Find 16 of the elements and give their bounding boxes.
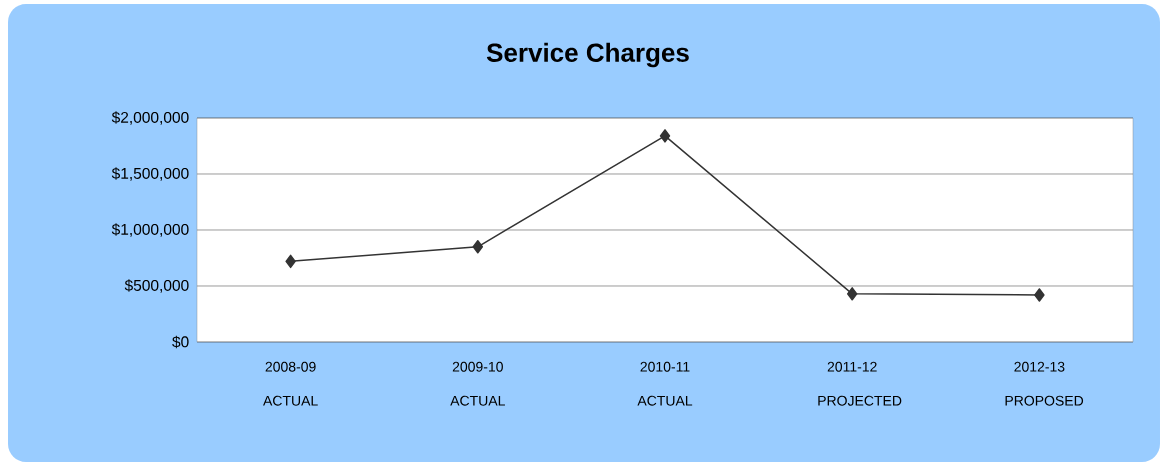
y-tick-label: $0 xyxy=(172,335,189,349)
point xyxy=(472,240,484,254)
y-tick-label: $1,000,000 xyxy=(111,223,189,237)
point xyxy=(846,287,858,301)
category-label: 2009-10 ACTUAL xyxy=(450,361,505,406)
category-label: 2012-13 PROPOSED xyxy=(1005,361,1084,406)
y-tick-label: $500,000 xyxy=(124,279,189,293)
category-label: 2010-11 ACTUAL xyxy=(637,361,693,406)
chart-title: Service Charges xyxy=(486,42,689,68)
point xyxy=(659,129,671,143)
point xyxy=(285,254,296,269)
category-label: 2008-09 ACTUAL xyxy=(263,361,318,406)
y-tick-label: $1,500,000 xyxy=(111,167,189,181)
point xyxy=(1034,288,1045,302)
category-label: 2011-12 PROJECTED xyxy=(818,361,902,406)
y-tick-label: $2,000,000 xyxy=(111,111,189,125)
